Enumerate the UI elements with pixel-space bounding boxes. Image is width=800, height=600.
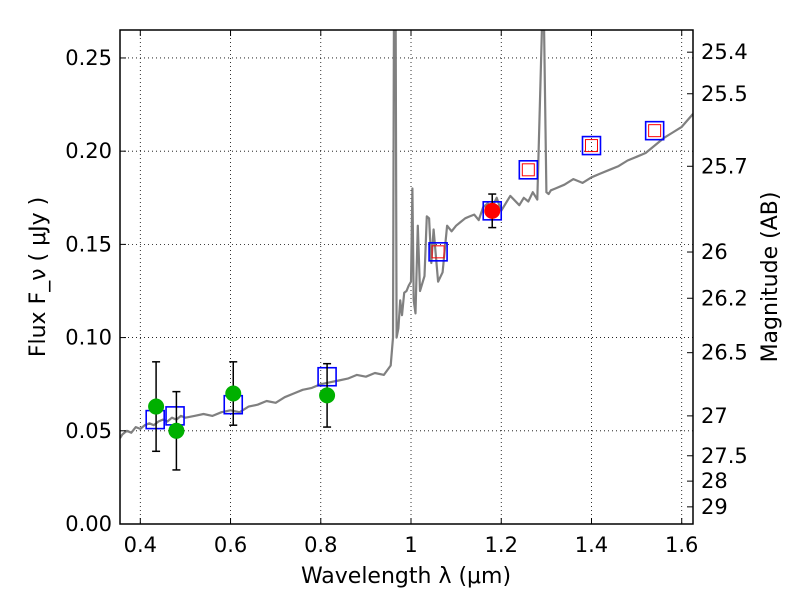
right-tick-label: 25.4 xyxy=(701,40,748,64)
observed-point-marker xyxy=(484,202,501,219)
plot-frame xyxy=(119,29,694,525)
right-tick-label: 26.2 xyxy=(701,286,748,310)
model-inner-square-marker xyxy=(521,163,535,177)
right-tick-label: 29 xyxy=(701,495,728,519)
right-tick-label: 27.5 xyxy=(701,444,748,468)
right-axis-title: Magnitude (AB) xyxy=(758,192,783,363)
x-tick-label: 1 xyxy=(404,533,417,557)
model-square-marker xyxy=(518,160,539,180)
model-square-marker xyxy=(644,120,665,141)
x-axis-title: Wavelength λ (μm) xyxy=(301,564,511,589)
observed-point-marker xyxy=(225,385,242,402)
right-tick-label: 27 xyxy=(701,404,728,428)
x-tick-label: 0.8 xyxy=(304,533,337,557)
model-inner-square-marker xyxy=(648,124,662,138)
x-tick-label: 0.6 xyxy=(214,533,247,557)
right-tick-label: 25.7 xyxy=(701,154,748,178)
y-tick-label: 0.05 xyxy=(65,419,112,443)
x-tick-label: 1.4 xyxy=(575,533,608,557)
model-inner-square-marker xyxy=(431,245,445,259)
grid xyxy=(120,30,693,524)
right-tick-label: 25.5 xyxy=(701,82,748,106)
x-tick-label: 1.6 xyxy=(665,533,698,557)
y-tick-label: 0.25 xyxy=(65,46,112,70)
y-tick-label: 0.20 xyxy=(65,139,112,163)
y-tick-label: 0.10 xyxy=(65,326,112,350)
y-tick-label: 0.00 xyxy=(65,512,112,536)
x-tick-label: 0.4 xyxy=(124,533,157,557)
spectrum-line xyxy=(120,30,693,439)
right-tick-label: 26.5 xyxy=(701,341,748,365)
y-tick-label: 0.15 xyxy=(65,232,112,256)
model-square-marker xyxy=(581,135,602,156)
right-tick-label: 26 xyxy=(701,240,728,264)
axis-ticks: 0.4 0.6 0.8 1 1.2 1.4 1.6 0.00 0.05 0.10 0.15 0.20 0… xyxy=(65,30,748,557)
model-square-marker xyxy=(428,242,448,262)
x-tick-label: 1.2 xyxy=(485,533,518,557)
observed-point-marker xyxy=(319,387,336,404)
observed-point-marker xyxy=(148,398,165,415)
y-axis-title: Flux F_ν ( μJy ) xyxy=(26,197,51,357)
model-inner-square-marker xyxy=(584,139,598,153)
right-tick-label: 28 xyxy=(701,469,728,493)
observed-point-marker xyxy=(168,422,185,439)
